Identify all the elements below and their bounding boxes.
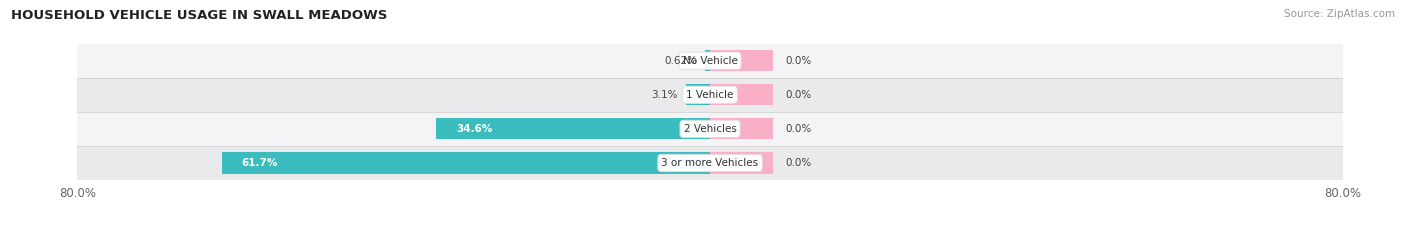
Text: 1 Vehicle: 1 Vehicle <box>686 90 734 100</box>
Bar <box>710 118 773 140</box>
Bar <box>706 50 710 71</box>
Bar <box>77 146 1343 180</box>
Text: 2 Vehicles: 2 Vehicles <box>683 124 737 134</box>
Text: HOUSEHOLD VEHICLE USAGE IN SWALL MEADOWS: HOUSEHOLD VEHICLE USAGE IN SWALL MEADOWS <box>11 9 388 22</box>
Text: 34.6%: 34.6% <box>456 124 492 134</box>
Bar <box>77 78 1343 112</box>
Bar <box>710 84 773 105</box>
Bar <box>686 84 710 105</box>
Text: 61.7%: 61.7% <box>242 158 278 168</box>
Bar <box>436 118 710 140</box>
Text: 3.1%: 3.1% <box>651 90 678 100</box>
Text: 0.0%: 0.0% <box>785 124 811 134</box>
Text: No Vehicle: No Vehicle <box>682 56 738 66</box>
Text: Source: ZipAtlas.com: Source: ZipAtlas.com <box>1284 9 1395 19</box>
Bar <box>222 152 710 174</box>
Text: 0.62%: 0.62% <box>664 56 697 66</box>
Text: 0.0%: 0.0% <box>785 56 811 66</box>
Bar <box>710 50 773 71</box>
Bar <box>77 112 1343 146</box>
Text: 0.0%: 0.0% <box>785 158 811 168</box>
Bar <box>710 152 773 174</box>
Text: 3 or more Vehicles: 3 or more Vehicles <box>661 158 759 168</box>
Bar <box>77 44 1343 78</box>
Text: 0.0%: 0.0% <box>785 90 811 100</box>
